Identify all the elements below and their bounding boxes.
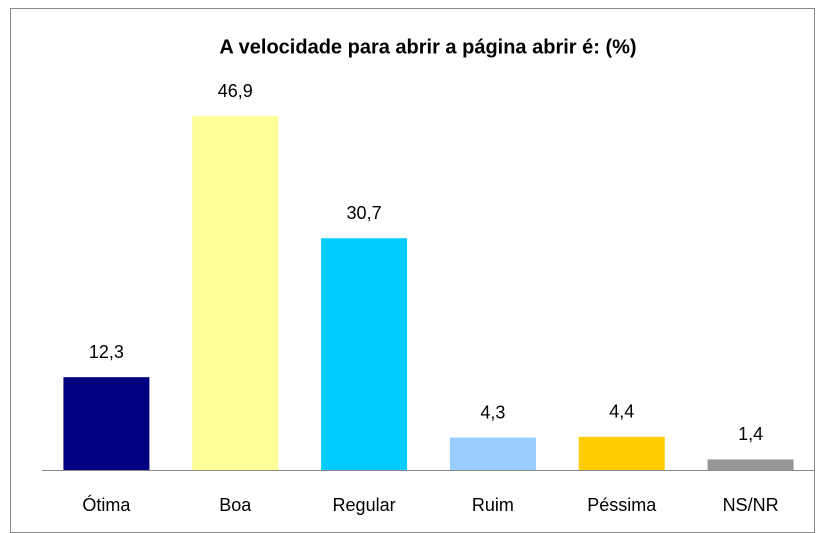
x-tick-label: Péssima — [587, 495, 657, 515]
data-label: 30,7 — [347, 203, 382, 223]
x-tick-label: Ótima — [82, 494, 131, 515]
x-tick-label: Ruim — [472, 495, 514, 515]
bar — [63, 377, 150, 470]
x-tick-label: Regular — [333, 495, 396, 515]
bar — [321, 238, 408, 470]
data-label: 46,9 — [218, 81, 253, 101]
x-tick-label: NS/NR — [723, 495, 779, 515]
x-tick-label: Boa — [219, 495, 252, 515]
data-label: 1,4 — [738, 424, 763, 444]
data-label: 12,3 — [89, 342, 124, 362]
bar — [449, 437, 536, 470]
bar — [578, 436, 665, 470]
data-label: 4,3 — [480, 402, 505, 422]
bar — [707, 459, 794, 470]
chart-title: A velocidade para abrir a página abrir é… — [219, 36, 636, 58]
data-label: 4,4 — [609, 402, 634, 422]
bar — [192, 116, 279, 470]
